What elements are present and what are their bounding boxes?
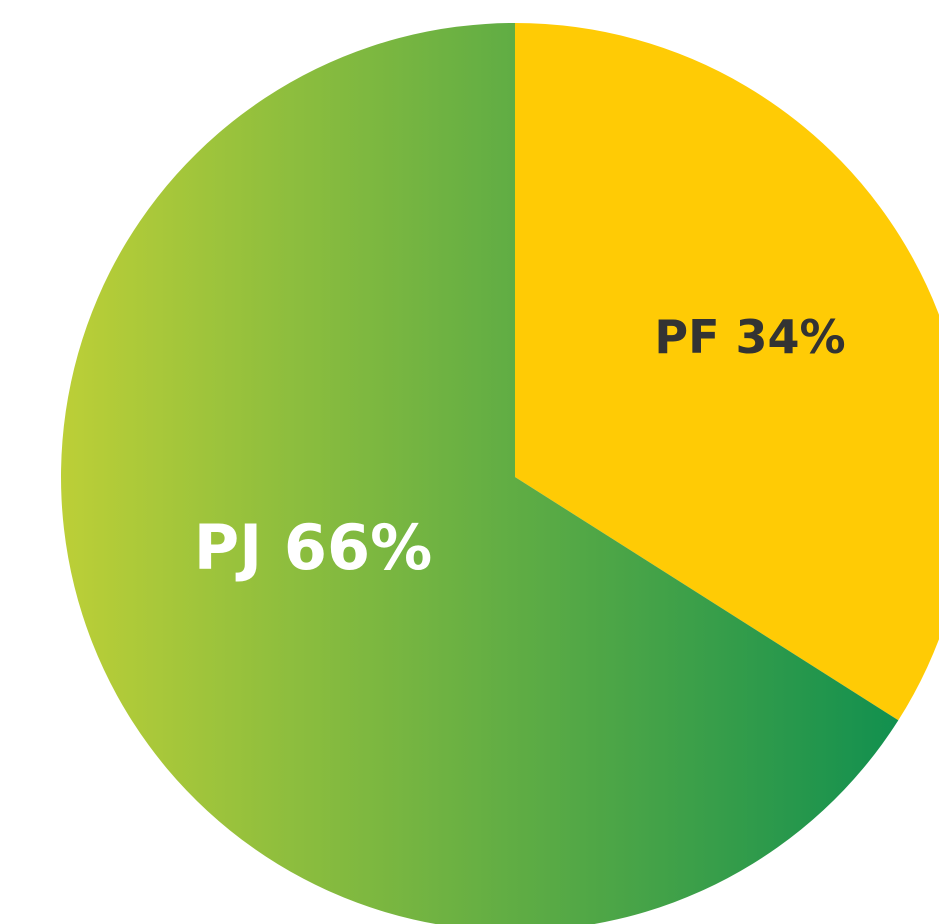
pie-slice — [61, 23, 899, 924]
slice-label: PJ 66% — [194, 511, 433, 584]
pie-slice — [515, 23, 939, 721]
slice-label: PF 34% — [654, 310, 845, 364]
slice-value: 34% — [736, 310, 846, 364]
slice-category: PJ — [194, 511, 263, 584]
slice-category: PF — [654, 310, 719, 364]
slice-value: 66% — [284, 511, 432, 584]
